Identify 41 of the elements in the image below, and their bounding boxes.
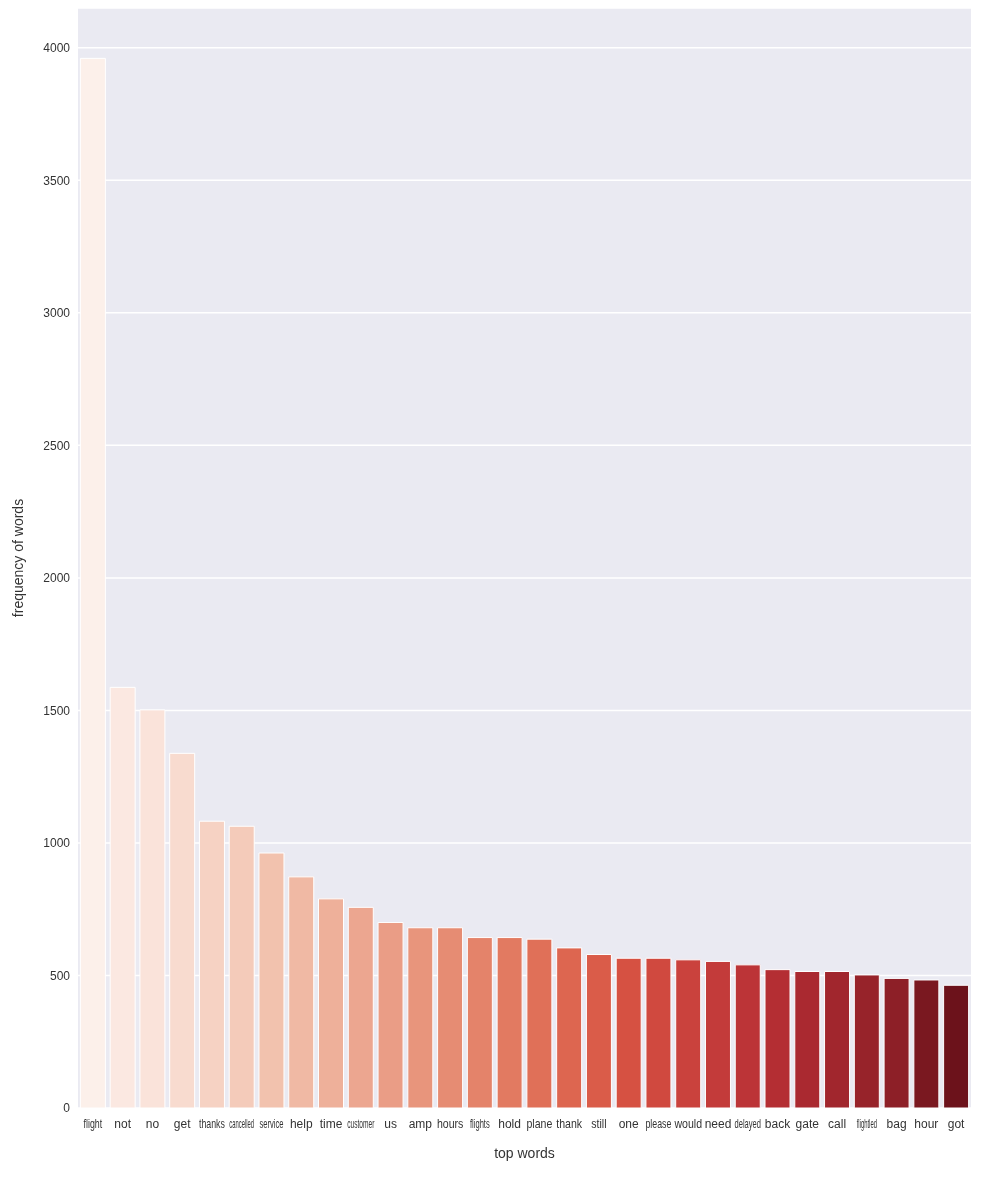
x-tick-label: thank [556, 1117, 583, 1131]
y-tick-label: 1000 [43, 836, 71, 851]
x-tick-label: gate [795, 1117, 820, 1131]
x-tick-label: help [289, 1117, 313, 1131]
y-tick-label: 500 [49, 968, 71, 983]
y-tick-label: 3500 [43, 173, 71, 188]
x-tick-label: hour [914, 1117, 939, 1131]
x-tick-label: back [764, 1117, 792, 1131]
y-tick-label: 4000 [43, 41, 71, 56]
x-tick-label: need [704, 1117, 732, 1131]
x-tick-label: thanks [198, 1116, 225, 1131]
x-tick-label: flights [469, 1117, 490, 1131]
y-tick-label: 2000 [43, 571, 71, 586]
x-tick-label: time [319, 1117, 343, 1131]
x-tick-label: get [173, 1117, 192, 1131]
x-tick-label: plane [526, 1117, 553, 1131]
x-tick-label: customer [347, 1116, 375, 1131]
y-tick-label: 1500 [43, 703, 71, 718]
x-tick-label: call [828, 1117, 847, 1131]
x-tick-label: hold [498, 1117, 521, 1131]
x-tick-label: please [645, 1116, 672, 1131]
y-axis-title: frequency of words [9, 498, 26, 618]
y-tick-label: 0 [63, 1101, 71, 1116]
x-tick-label: flightled [856, 1116, 877, 1131]
x-tick-label: delayed [734, 1117, 761, 1131]
y-tick-label: 2500 [43, 438, 71, 453]
x-axis-title: top words [494, 1145, 555, 1161]
x-tick-label: not [114, 1117, 132, 1131]
x-tick-label: would [673, 1117, 703, 1131]
x-tick-label: cancelled [229, 1116, 255, 1131]
x-tick-label: flight [83, 1116, 103, 1131]
x-tick-label: amp [408, 1117, 433, 1131]
x-tick-label: us [384, 1117, 397, 1131]
x-tick-label: hours [436, 1117, 464, 1131]
x-tick-label: one [618, 1117, 640, 1131]
x-tick-label: got [947, 1117, 966, 1131]
x-tick-label: no [145, 1117, 160, 1131]
x-tick-label: service [259, 1117, 284, 1131]
y-tick-label: 3000 [43, 306, 71, 321]
x-tick-label: still [591, 1117, 607, 1131]
x-tick-label: bag [886, 1117, 907, 1131]
